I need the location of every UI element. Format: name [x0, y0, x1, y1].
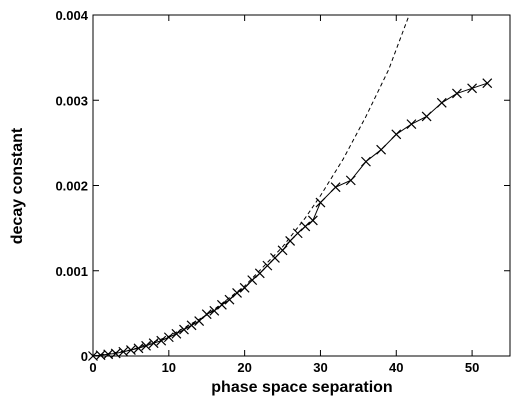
y-axis-title: decay constant: [9, 127, 26, 244]
data-point-marker: [467, 83, 478, 94]
data-point-marker: [421, 111, 432, 122]
data-point-marker: [345, 175, 356, 186]
data-point-marker: [254, 268, 265, 279]
marker-stroke: [376, 144, 387, 155]
marker-stroke: [315, 197, 326, 208]
marker-stroke: [110, 348, 121, 359]
dashed-fit-line: [92, 14, 410, 357]
marker-stroke: [421, 111, 432, 122]
x-tick-label: 10: [162, 360, 176, 375]
data-point-marker: [148, 338, 159, 349]
x-tick-label: 40: [389, 360, 403, 375]
data-point-marker: [330, 182, 341, 193]
x-axis-title: phase space separation: [211, 379, 392, 396]
data-point-marker: [110, 348, 121, 359]
data-point-marker: [391, 129, 402, 140]
marker-stroke: [163, 332, 174, 343]
x-tick-label: 30: [313, 360, 327, 375]
x-tick-label: 50: [465, 360, 479, 375]
data-point-marker: [307, 215, 318, 226]
axes-layer: 0 10 20 30 40 50 0 0.001 0.002 0.003 0.004: [55, 8, 511, 375]
data-point-marker: [300, 221, 311, 232]
y-tick-label: 0.001: [55, 264, 88, 279]
data-point-marker: [239, 282, 250, 293]
marker-stroke: [300, 221, 311, 232]
marker-stroke: [345, 175, 356, 186]
y-tick-label: 0.002: [55, 179, 88, 194]
data-point-marker: [482, 78, 493, 89]
y-tick-label: 0.003: [55, 93, 88, 108]
y-tick-label: 0: [81, 349, 88, 364]
marker-stroke: [209, 305, 220, 316]
marker-stroke: [285, 235, 296, 246]
data-point-marker: [201, 309, 212, 320]
data-point-marker: [376, 144, 387, 155]
marker-stroke: [103, 349, 114, 360]
data-point-marker: [118, 346, 129, 357]
data-point-marker: [209, 305, 220, 316]
marker-stroke: [436, 97, 447, 108]
marker-stroke: [330, 182, 341, 193]
marker-stroke: [262, 260, 273, 271]
marker-stroke: [361, 156, 371, 167]
solid-fit-line: [92, 82, 488, 357]
marker-stroke: [201, 309, 212, 320]
data-point-marker: [277, 245, 288, 256]
data-point-marker: [216, 299, 227, 310]
data-point-marker: [270, 253, 280, 263]
marker-stroke: [307, 215, 318, 226]
data-point-marker: [406, 119, 417, 130]
data-point-marker: [141, 340, 151, 351]
marker-stroke: [467, 83, 478, 94]
data-point-marker: [315, 197, 326, 208]
data-point-marker: [171, 328, 182, 339]
plot-frame: [92, 14, 511, 357]
marker-stroke: [141, 340, 151, 351]
marker-stroke: [452, 88, 462, 99]
data-point-marker: [285, 235, 296, 246]
data-point-marker: [452, 88, 462, 99]
data-point-marker: [436, 97, 447, 108]
marker-stroke: [216, 299, 227, 310]
data-point-marker: [163, 332, 174, 343]
x-tick-label: 0: [89, 360, 96, 375]
data-point-marker: [156, 335, 167, 346]
marker-stroke: [254, 268, 265, 279]
series-layer: [88, 14, 493, 361]
data-point-marker: [361, 156, 371, 167]
marker-stroke: [406, 119, 417, 130]
marker-stroke: [277, 245, 288, 256]
marker-stroke: [171, 328, 182, 339]
marker-stroke: [118, 346, 129, 357]
marker-stroke: [391, 129, 402, 140]
data-point-marker: [262, 260, 273, 271]
marker-stroke: [133, 343, 144, 354]
marker-stroke: [482, 78, 493, 89]
x-tick-label: 20: [237, 360, 251, 375]
marker-stroke: [148, 338, 159, 349]
marker-stroke: [270, 253, 280, 263]
data-point-marker: [133, 343, 144, 354]
y-tick-label: 0.004: [55, 8, 88, 23]
marker-stroke: [239, 282, 250, 293]
